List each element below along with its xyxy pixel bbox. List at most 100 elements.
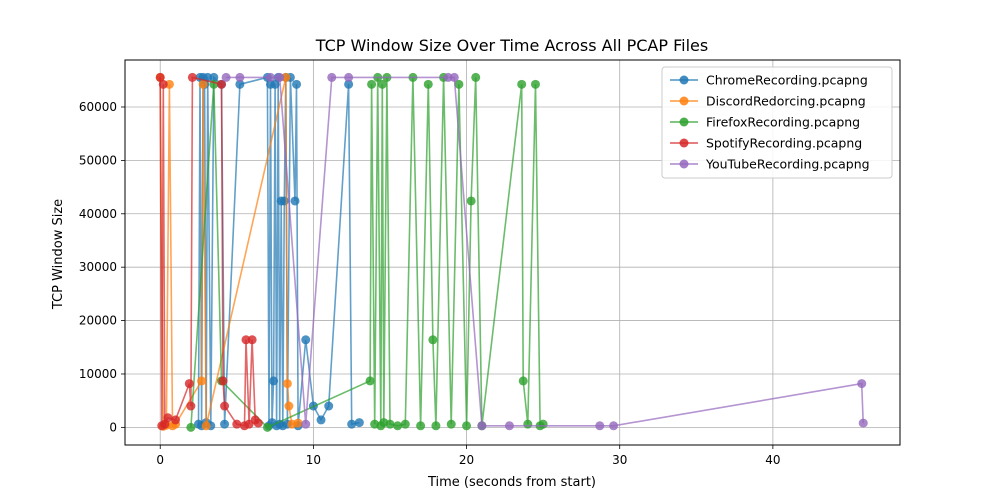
chart-title: TCP Window Size Over Time Across All PCA… — [315, 36, 708, 55]
data-point — [235, 79, 245, 89]
data-point — [400, 419, 410, 429]
legend-label: ChromeRecording.pcapng — [706, 73, 868, 88]
data-point — [279, 196, 289, 206]
data-point — [517, 79, 527, 89]
data-point — [462, 421, 472, 431]
data-point — [220, 401, 230, 411]
legend-box — [661, 66, 893, 179]
plot-area-frame — [124, 59, 901, 446]
data-point — [347, 419, 357, 429]
data-point — [518, 376, 528, 386]
legend-marker — [679, 117, 689, 127]
data-point — [857, 379, 867, 389]
data-point — [393, 421, 403, 431]
legend-marker — [679, 75, 689, 85]
data-point — [471, 72, 481, 82]
x-tick-label: 10 — [306, 453, 321, 467]
data-point — [428, 335, 438, 345]
series-5 — [221, 72, 868, 431]
data-point — [290, 196, 300, 206]
data-point — [367, 79, 377, 89]
data-point — [354, 418, 364, 428]
data-point — [220, 419, 230, 429]
y-tick-label: 60000 — [79, 100, 117, 114]
data-point — [454, 79, 464, 89]
y-tick-label: 40000 — [79, 207, 117, 221]
legend-item: ChromeRecording.pcapng — [670, 73, 868, 88]
data-point — [609, 421, 619, 431]
legend-label: DiscordRedorcing.pcapng — [706, 94, 866, 109]
data-point — [523, 419, 533, 429]
y-axis: 0 10000 20000 30000 40000 50000 60000 — [79, 100, 125, 434]
data-point — [446, 419, 456, 429]
data-point — [431, 421, 441, 431]
data-point — [292, 79, 302, 89]
legend-item: YouTubeRecording.pcapng — [670, 157, 870, 172]
data-point — [198, 79, 208, 89]
x-axis: 0 10 20 30 40 — [156, 445, 781, 467]
data-point — [416, 421, 426, 431]
series-layer — [155, 72, 868, 432]
data-point — [155, 72, 165, 82]
data-point — [158, 79, 168, 89]
legend: ChromeRecording.pcapng DiscordRedorcing.p… — [661, 66, 893, 179]
data-point — [595, 421, 605, 431]
data-point — [301, 335, 311, 345]
data-point — [197, 376, 207, 386]
data-point — [449, 72, 459, 82]
legend-marker — [679, 138, 689, 148]
data-point — [538, 419, 548, 429]
data-point — [187, 72, 197, 82]
legend-marker — [679, 159, 689, 169]
legend-label: YouTubeRecording.pcapng — [705, 157, 870, 172]
data-point — [270, 79, 280, 89]
x-axis-label: Time (seconds from start) — [427, 475, 596, 490]
data-point — [284, 401, 294, 411]
data-point — [216, 79, 226, 89]
legend-item: DiscordRedorcing.pcapng — [670, 94, 866, 109]
x-tick-label: 30 — [612, 453, 627, 467]
data-point — [504, 421, 514, 431]
data-point — [232, 419, 242, 429]
data-point — [262, 422, 272, 432]
data-point — [275, 72, 285, 82]
data-point — [858, 418, 868, 428]
data-point — [163, 413, 173, 423]
data-point — [344, 79, 354, 89]
data-point — [327, 72, 337, 82]
data-point — [186, 422, 196, 432]
data-point — [247, 335, 257, 345]
legend-label: FirefoxRecording.pcapng — [706, 115, 860, 130]
data-point — [385, 419, 395, 429]
data-point — [209, 72, 219, 82]
data-point — [221, 72, 231, 82]
y-tick-label: 20000 — [79, 314, 117, 328]
data-point — [344, 72, 354, 82]
data-point — [269, 376, 279, 386]
data-point — [377, 79, 387, 89]
data-point — [171, 415, 181, 425]
data-point — [423, 79, 433, 89]
data-point — [253, 418, 263, 428]
y-tick-label: 0 — [109, 420, 117, 434]
x-tick-label: 20 — [459, 453, 474, 467]
data-point — [282, 379, 292, 389]
data-point — [301, 419, 311, 429]
data-point — [477, 421, 487, 431]
legend-marker — [679, 96, 689, 106]
data-point — [186, 401, 196, 411]
data-point — [293, 418, 303, 428]
legend-item: FirefoxRecording.pcapng — [670, 115, 860, 130]
data-point — [466, 196, 476, 206]
y-axis-label: TCP Window Size — [51, 199, 66, 310]
data-point — [530, 79, 540, 89]
data-point — [184, 379, 194, 389]
y-tick-label: 50000 — [79, 153, 117, 167]
data-point — [235, 72, 245, 82]
data-point — [316, 415, 326, 425]
series-4 — [155, 72, 263, 431]
x-tick-label: 40 — [765, 453, 780, 467]
series-3 — [186, 72, 548, 432]
series-1 — [194, 72, 364, 431]
